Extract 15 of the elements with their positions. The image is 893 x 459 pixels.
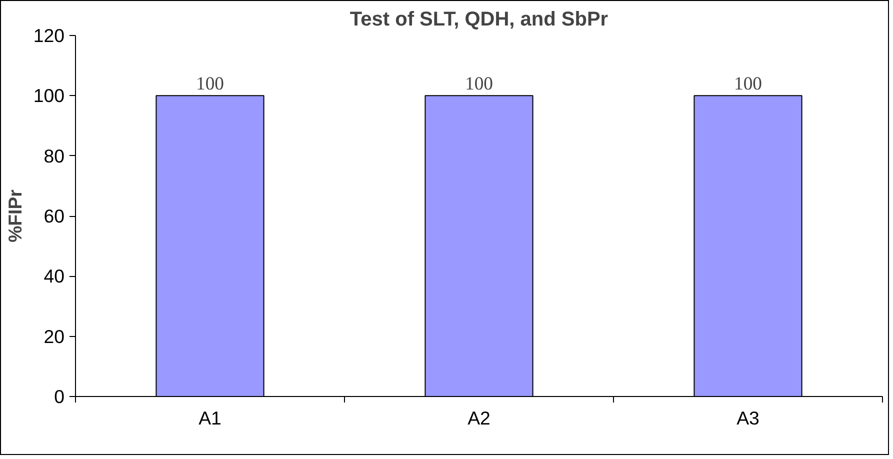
y-tick-label: 40 xyxy=(44,266,65,287)
y-tick-label: 0 xyxy=(54,386,65,407)
y-tick-label: 80 xyxy=(44,145,65,166)
data-label: 100 xyxy=(465,74,493,95)
y-axis-title: %FIPr xyxy=(4,190,26,242)
x-tick-label: A1 xyxy=(198,408,222,428)
chart-title: Test of SLT, QDH, and SbPr xyxy=(350,8,608,30)
data-label: 100 xyxy=(734,74,762,95)
data-label: 100 xyxy=(196,74,224,95)
y-tick-label: 60 xyxy=(44,206,65,226)
x-tick-label: A2 xyxy=(468,408,490,428)
x-tick-label: A3 xyxy=(736,408,760,428)
y-tick-label: 120 xyxy=(33,25,65,46)
y-tick-label: 20 xyxy=(44,326,65,347)
y-tick-label: 100 xyxy=(33,85,65,106)
